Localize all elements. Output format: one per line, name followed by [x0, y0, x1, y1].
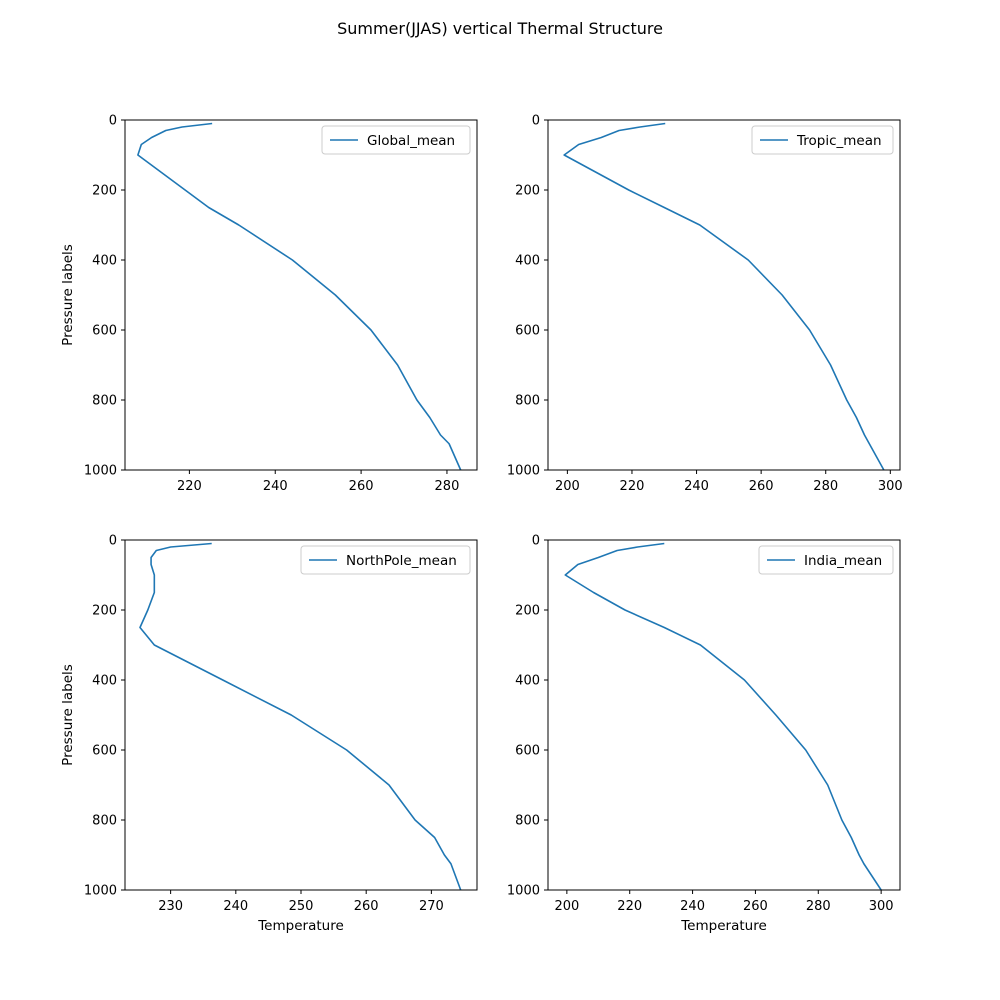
legend: Global_mean [321, 125, 471, 155]
x-tick-label: 230 [158, 899, 183, 914]
y-tick-label: 0 [109, 114, 117, 129]
series-line-1 [564, 542, 882, 891]
y-tick-label: 200 [92, 604, 117, 619]
x-tick-label: 240 [263, 479, 288, 494]
y-tick-label: 400 [515, 254, 540, 269]
x-tick-label: 270 [419, 899, 444, 914]
y-tick-label: 800 [92, 814, 117, 829]
x-tick-label: 240 [684, 479, 709, 494]
x-tick-label: 200 [555, 479, 580, 494]
y-tick-label: 800 [515, 814, 540, 829]
plot-frame [124, 119, 478, 471]
x-tick-label: 300 [878, 479, 903, 494]
y-tick-label: 1000 [84, 884, 117, 899]
x-tick-label: 220 [617, 899, 642, 914]
x-tick-label: 240 [223, 899, 248, 914]
x-axis-label: Temperature [257, 918, 344, 934]
series-line-1 [139, 542, 462, 891]
x-tick-label: 280 [813, 479, 838, 494]
x-tick-label: 200 [554, 899, 579, 914]
x-tick-label: 250 [289, 899, 314, 914]
y-tick-label: 400 [92, 254, 117, 269]
y-tick-label: 200 [515, 604, 540, 619]
legend-label: Tropic_mean [796, 133, 882, 149]
legend-label: NorthPole_mean [346, 553, 457, 569]
subplot-1: 220 240 260 280 0 200 400 600 800 1000 Pressure la… [60, 114, 478, 494]
legend-box [751, 125, 894, 155]
y-tick-label: 0 [109, 534, 117, 549]
x-axis-label: Temperature [680, 918, 767, 934]
y-tick-label: 1000 [507, 464, 540, 479]
legend: NorthPole_mean [300, 545, 471, 575]
legend-label: India_mean [804, 553, 882, 569]
subplot-2: 200 220 240 260 280 300 0 200 400 600 800 1000 Tropi… [507, 114, 903, 495]
y-tick-label: 0 [532, 534, 540, 549]
plot-frame [124, 539, 478, 891]
x-tick-label: 260 [743, 899, 768, 914]
y-tick-label: 200 [92, 184, 117, 199]
legend-box [300, 545, 471, 575]
subplot-grid: 220 240 260 280 0 200 400 600 800 1000 Pressure la… [60, 114, 903, 935]
plot-frame [547, 539, 901, 891]
y-axis-label: Pressure labels [60, 664, 76, 766]
figure-title: Summer(JJAS) vertical Thermal Structure [337, 19, 663, 38]
y-tick-label: 600 [515, 324, 540, 339]
y-tick-label: 400 [515, 674, 540, 689]
x-tick-label: 260 [349, 479, 374, 494]
y-tick-label: 1000 [84, 464, 117, 479]
series-line-1 [563, 122, 885, 471]
x-tick-label: 240 [680, 899, 705, 914]
x-tick-label: 280 [806, 899, 831, 914]
y-tick-label: 1000 [507, 884, 540, 899]
y-tick-label: 600 [515, 744, 540, 759]
y-tick-label: 600 [92, 744, 117, 759]
legend-label: Global_mean [367, 133, 455, 149]
y-tick-label: 600 [92, 324, 117, 339]
subplot-4: 200 220 240 260 280 300 0 200 400 600 800 1000 Tempe… [507, 534, 901, 934]
series-line-1 [137, 122, 462, 471]
x-tick-label: 260 [749, 479, 774, 494]
y-tick-label: 800 [92, 394, 117, 409]
legend-box [758, 545, 894, 575]
y-tick-label: 400 [92, 674, 117, 689]
subplot-3: 230 240 250 260 270 0 200 400 600 800 1000 Pressure… [60, 534, 478, 934]
x-tick-label: 280 [435, 479, 460, 494]
x-tick-label: 260 [354, 899, 379, 914]
x-tick-label: 300 [869, 899, 894, 914]
y-tick-label: 200 [515, 184, 540, 199]
x-tick-label: 220 [177, 479, 202, 494]
y-axis-label: Pressure labels [60, 244, 76, 346]
legend-box [321, 125, 471, 155]
plot-frame [547, 119, 901, 471]
legend: Tropic_mean [751, 125, 894, 155]
y-tick-label: 800 [515, 394, 540, 409]
x-tick-label: 220 [620, 479, 645, 494]
legend: India_mean [758, 545, 894, 575]
y-tick-label: 0 [532, 114, 540, 129]
